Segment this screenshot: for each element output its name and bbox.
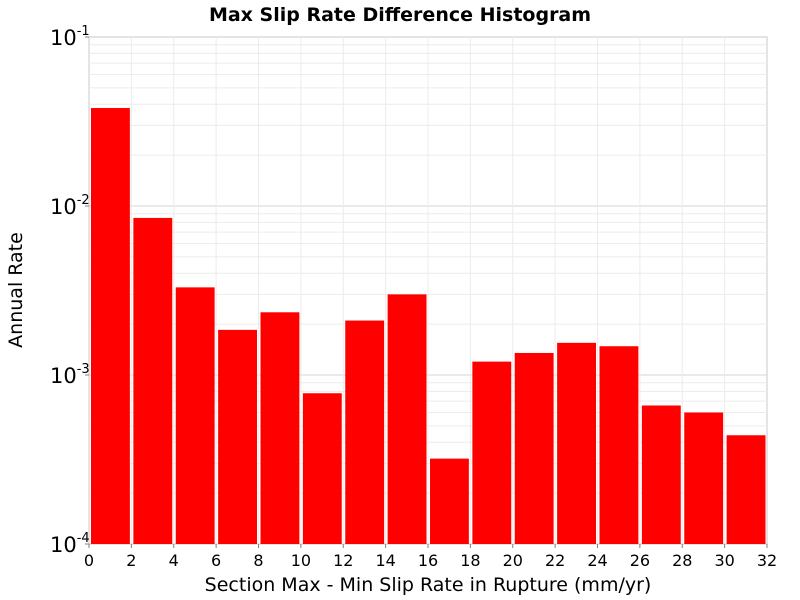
- histogram-bar: [557, 342, 596, 544]
- x-tick-label: 14: [375, 551, 395, 570]
- histogram-bar: [260, 312, 300, 544]
- bars: [91, 108, 766, 544]
- x-axis-ticks: 0 2 4 6 8 10 12 14 16 18 20 22 24 26 28 30 32: [84, 544, 777, 570]
- x-tick-label: 28: [672, 551, 692, 570]
- x-tick-label: 26: [630, 551, 650, 570]
- histogram-bar: [641, 405, 681, 544]
- x-tick-label: 22: [545, 551, 565, 570]
- histogram-bar: [218, 329, 257, 544]
- histogram-bar: [387, 294, 427, 544]
- x-tick-label: 18: [460, 551, 480, 570]
- x-tick-label: 0: [84, 551, 94, 570]
- histogram-bar: [302, 393, 342, 544]
- x-tick-label: 8: [253, 551, 263, 570]
- histogram-bar: [175, 287, 215, 544]
- y-tick-label: 10-3: [50, 362, 90, 388]
- x-tick-label: 24: [587, 551, 607, 570]
- histogram-bar: [345, 320, 385, 544]
- histogram-bar: [599, 346, 639, 544]
- histogram-bar: [514, 352, 554, 544]
- histogram-bar: [91, 108, 130, 544]
- y-axis-label: Annual Rate: [5, 232, 27, 348]
- x-tick-label: 4: [169, 551, 179, 570]
- histogram-bar: [430, 458, 469, 544]
- x-tick-label: 20: [503, 551, 523, 570]
- x-tick-label: 32: [757, 551, 777, 570]
- histogram-bar: [726, 435, 766, 544]
- y-tick-label: 10-2: [50, 193, 90, 219]
- histogram-bar: [684, 412, 724, 544]
- x-tick-label: 6: [211, 551, 221, 570]
- x-tick-label: 2: [126, 551, 136, 570]
- histogram-bar: [472, 361, 512, 544]
- x-tick-label: 16: [418, 551, 438, 570]
- y-tick-label: 10-4: [50, 531, 90, 557]
- y-axis-ticks: 10-1 10-2 10-3 10-4: [50, 24, 90, 557]
- y-tick-label: 10-1: [50, 24, 90, 50]
- histogram-bar: [133, 217, 173, 544]
- x-axis-label: Section Max - Min Slip Rate in Rupture (…: [205, 574, 652, 596]
- chart-title: Max Slip Rate Difference Histogram: [209, 4, 591, 26]
- x-tick-label: 12: [333, 551, 353, 570]
- x-tick-label: 30: [714, 551, 734, 570]
- x-tick-label: 10: [291, 551, 311, 570]
